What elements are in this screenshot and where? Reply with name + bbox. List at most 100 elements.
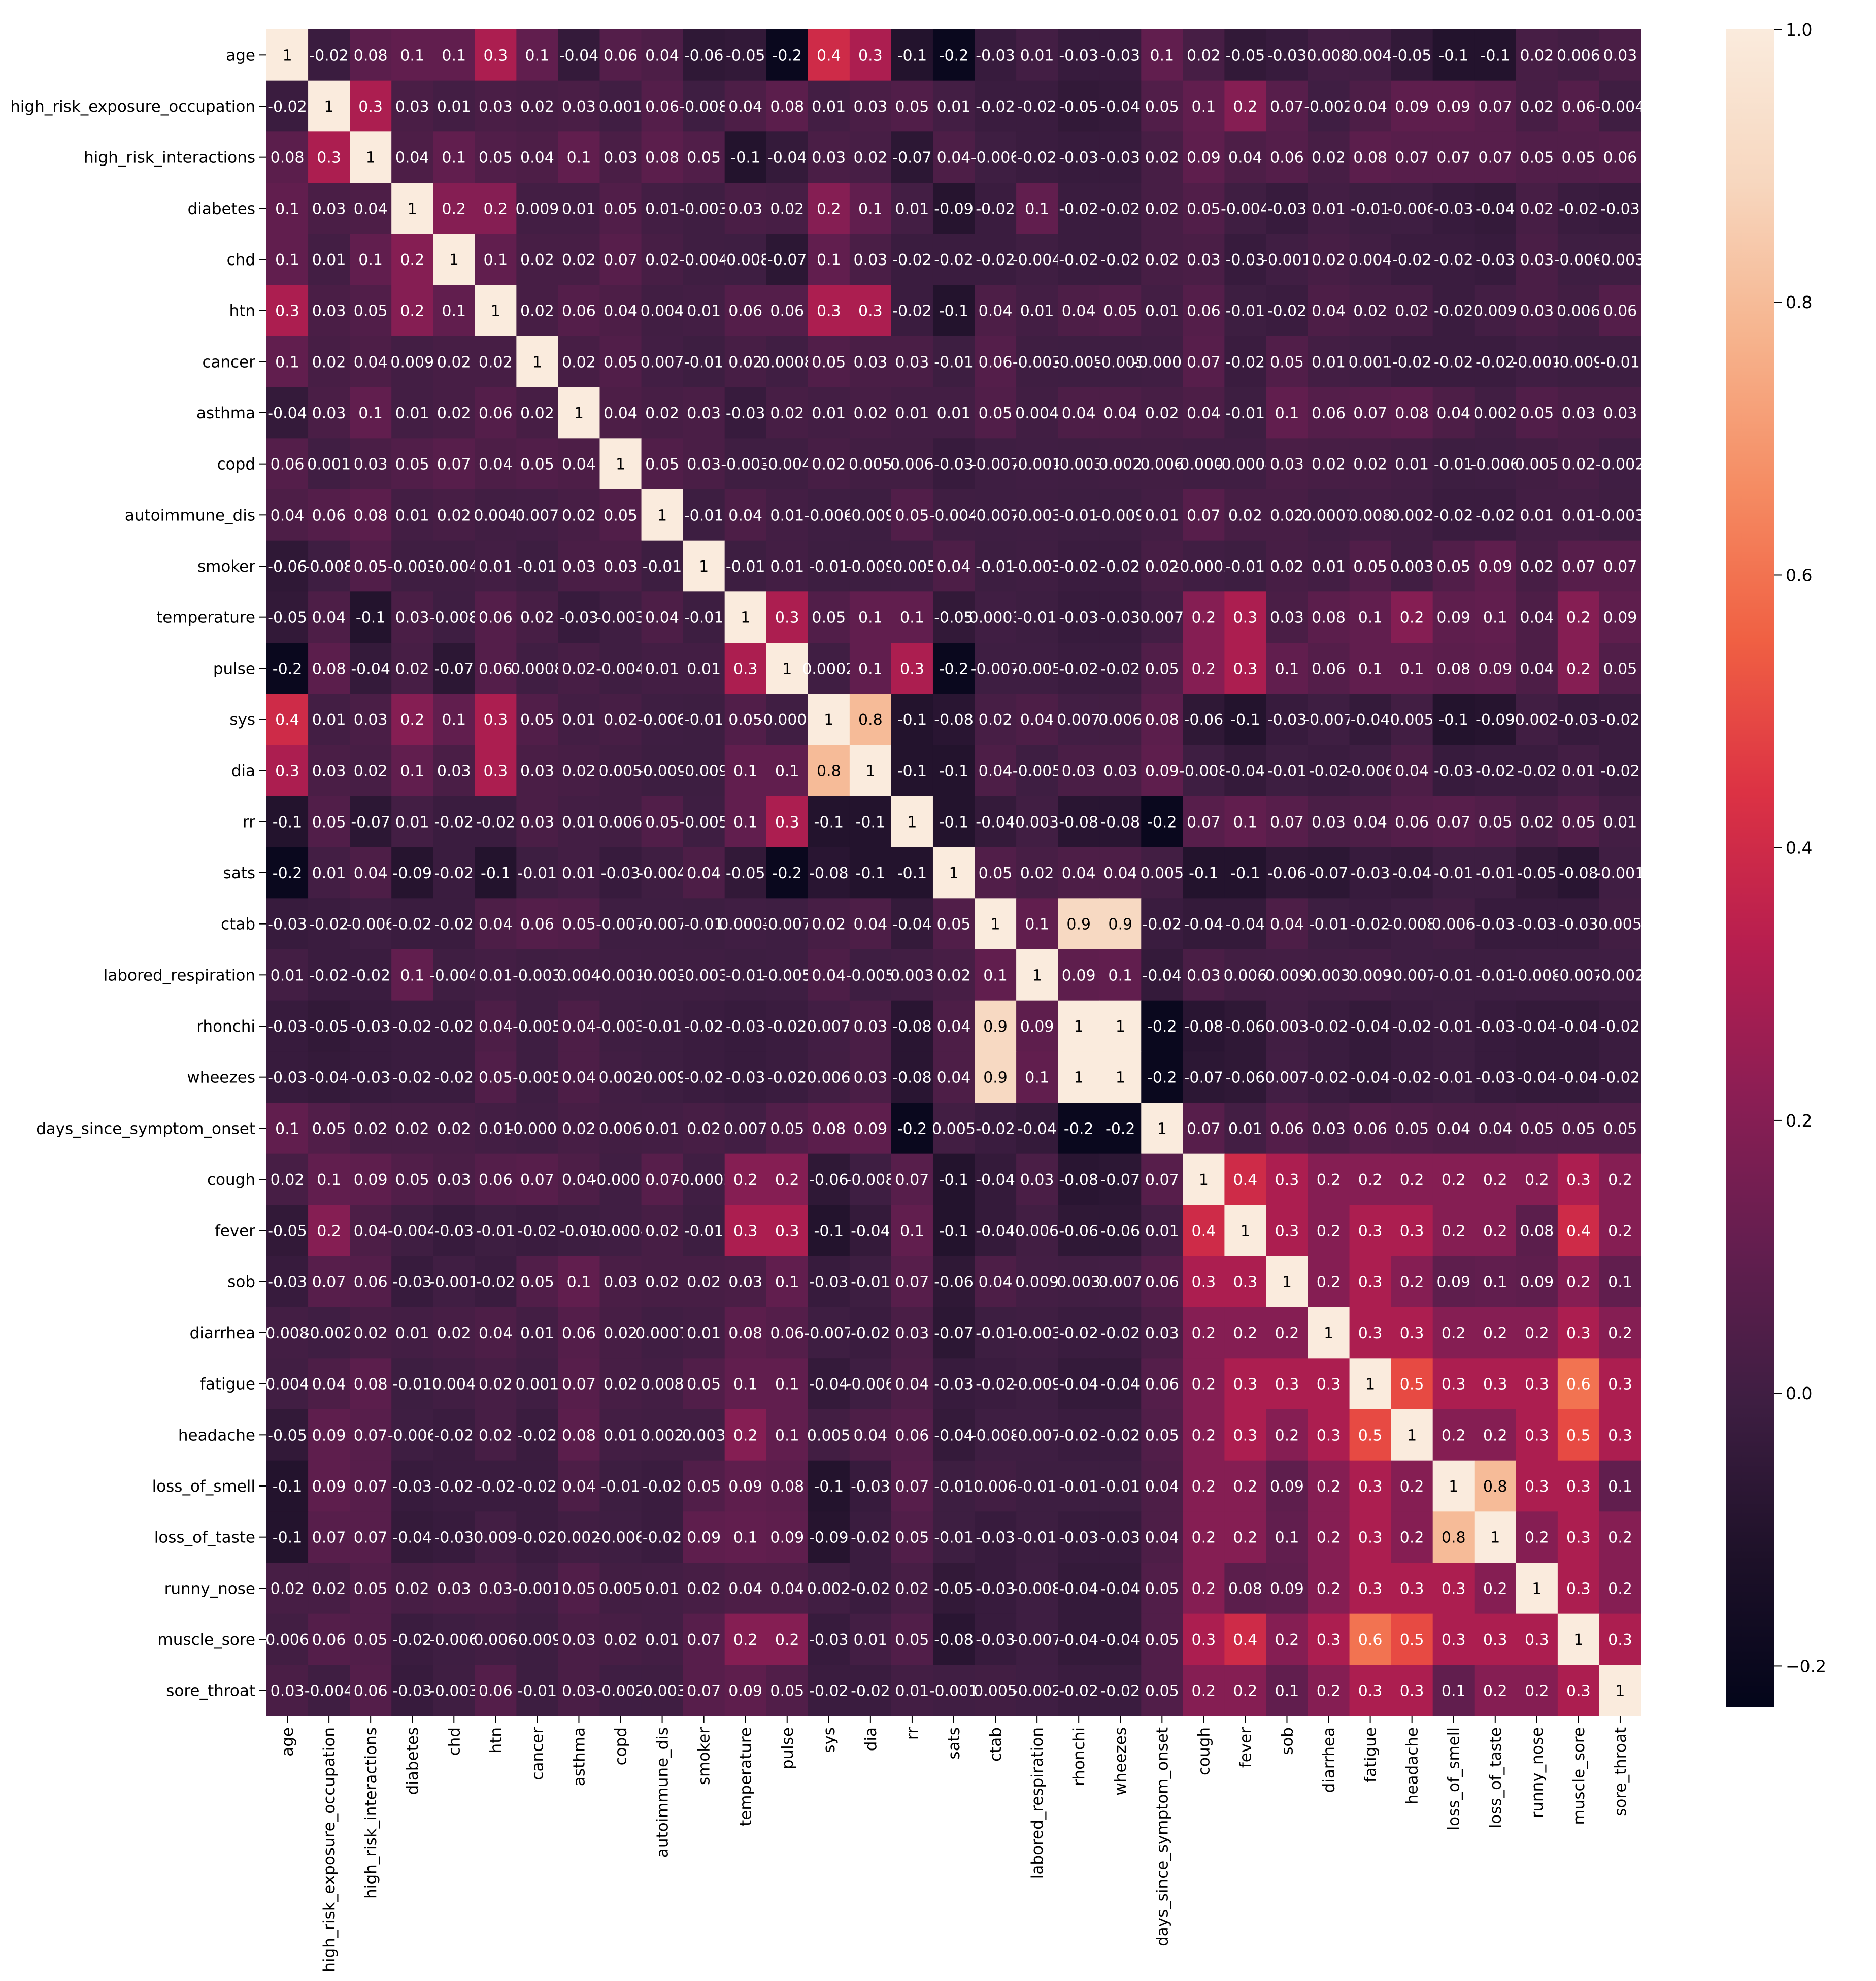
heatmap-cell: [641, 131, 684, 183]
cell-annotation: 0.004: [641, 303, 684, 320]
cell-annotation: 0.004: [1349, 47, 1392, 64]
cell-annotation: 0.09: [1436, 1273, 1470, 1291]
cell-annotation: 0.002: [1390, 507, 1434, 524]
heatmap-cell: [849, 591, 892, 643]
heatmap-cell: [1391, 1613, 1433, 1665]
heatmap-cell: [891, 336, 933, 388]
heatmap-cell: [433, 387, 475, 439]
cell-annotation: -0.1: [939, 303, 969, 320]
heatmap-cell: [266, 1000, 309, 1052]
x-axis-tick-labels: age high_risk_exposure_occupation high_ris…: [279, 1716, 1630, 1972]
heatmap-cell: [683, 949, 725, 1001]
heatmap-cell: [1391, 29, 1433, 81]
heatmap-cell: [1308, 1460, 1350, 1512]
cell-annotation: 0.04: [1020, 711, 1054, 729]
heatmap-cell: [1183, 234, 1225, 285]
cell-annotation: 0.3: [1233, 660, 1258, 678]
heatmap-cell: [1266, 1307, 1309, 1359]
heatmap-cell: [766, 183, 809, 235]
heatmap-cell: [641, 438, 684, 490]
heatmap-cell: [599, 387, 642, 439]
heatmap-cell: [808, 949, 850, 1001]
heatmap-cell: [475, 1665, 517, 1716]
cell-annotation: 0.02: [271, 1580, 305, 1598]
heatmap-cell: [849, 1409, 892, 1461]
heatmap-cell: [766, 1205, 809, 1257]
heatmap-cell: [683, 1409, 725, 1461]
heatmap-cell: [1266, 285, 1309, 337]
cell-annotation: -0.02: [434, 916, 474, 934]
heatmap-cell: [932, 80, 975, 132]
cell-annotation: 0.03: [1187, 967, 1221, 984]
cell-annotation: 0.02: [437, 1325, 471, 1342]
heatmap-cell: [1058, 1205, 1100, 1257]
heatmap-cell: [1474, 131, 1517, 183]
heatmap-cell: [641, 1358, 684, 1410]
cell-annotation: -0.001: [1262, 251, 1312, 269]
cell-annotation: 0.1: [1275, 660, 1299, 678]
cell-annotation: -0.03: [726, 1018, 765, 1036]
cell-annotation: -0.004: [929, 507, 979, 524]
cell-annotation: -0.02: [976, 200, 1015, 218]
heatmap-cell: [391, 183, 433, 235]
cell-annotation: 0.04: [979, 303, 1013, 320]
cell-annotation: 0.01: [562, 711, 596, 729]
heatmap-cell: [558, 1613, 600, 1665]
cell-annotation: 0.05: [520, 711, 554, 729]
cell-annotation: 0.04: [312, 609, 346, 627]
heatmap-cell: [391, 1665, 433, 1716]
cell-annotation: 0.1: [275, 353, 299, 371]
cell-annotation: -0.1: [1230, 865, 1260, 882]
cell-annotation: 0.09: [728, 1682, 762, 1700]
heatmap-cell: [1516, 540, 1558, 592]
cell-annotation: -0.02: [643, 1478, 682, 1496]
cell-annotation: 1: [449, 251, 459, 269]
cell-annotation: 0.3: [1275, 1223, 1299, 1240]
cell-annotation: 0.03: [687, 456, 721, 474]
cell-annotation: -0.02: [767, 1069, 807, 1087]
cell-annotation: 0.03: [853, 98, 887, 116]
heatmap-cell: [683, 745, 725, 797]
y-tick-label: htn: [229, 302, 255, 320]
heatmap-cell: [1099, 540, 1142, 592]
cell-annotation: 0.06: [770, 1325, 804, 1342]
heatmap-cell: [1516, 489, 1558, 541]
cell-annotation: 0.1: [775, 763, 799, 780]
cell-annotation: 0.1: [900, 609, 924, 627]
cell-annotation: 1: [1573, 1631, 1583, 1649]
cell-annotation: 0.004: [265, 1376, 309, 1394]
heatmap-cell: [1224, 694, 1267, 745]
cell-annotation: 0.02: [562, 1120, 596, 1138]
heatmap-cell: [724, 1665, 767, 1716]
cell-annotation: 0.03: [1103, 763, 1137, 780]
heatmap-cell: [516, 540, 559, 592]
x-tick-label: muscle_sore: [1570, 1727, 1588, 1825]
cell-annotation: 0.04: [1145, 1478, 1179, 1496]
heatmap-cell: [724, 540, 767, 592]
x-tick-label: temperature: [737, 1727, 755, 1826]
heatmap-cell: [932, 1358, 975, 1410]
cell-annotation: 0.3: [1233, 1273, 1258, 1291]
cell-annotation: 0.05: [1187, 200, 1221, 218]
heatmap-cell: [1432, 1563, 1475, 1614]
heatmap-cell: [1224, 1103, 1267, 1154]
cell-annotation: 0.3: [1317, 1376, 1341, 1394]
heatmap-cell: [1557, 745, 1600, 797]
cell-annotation: 0.007: [807, 1018, 851, 1036]
cell-annotation: 0.04: [271, 507, 305, 524]
heatmap-cell: [1308, 643, 1350, 695]
cell-annotation: 0.05: [937, 916, 971, 934]
heatmap-cell: [932, 1307, 975, 1359]
cell-annotation: 0.002: [641, 1427, 684, 1444]
heatmap-cell: [1599, 1205, 1642, 1257]
heatmap-cell: [1599, 1103, 1642, 1154]
cell-annotation: -0.02: [1059, 1682, 1098, 1700]
cell-annotation: 0.2: [775, 1171, 799, 1189]
heatmap-cell: [266, 438, 309, 490]
heatmap-cell: [1099, 796, 1142, 848]
cell-annotation: -0.2: [897, 1120, 927, 1138]
cell-annotation: -0.03: [1476, 916, 1515, 934]
cell-annotation: 0.03: [728, 1273, 762, 1291]
cell-annotation: 0.08: [1312, 609, 1346, 627]
cell-annotation: -0.001: [596, 967, 645, 984]
